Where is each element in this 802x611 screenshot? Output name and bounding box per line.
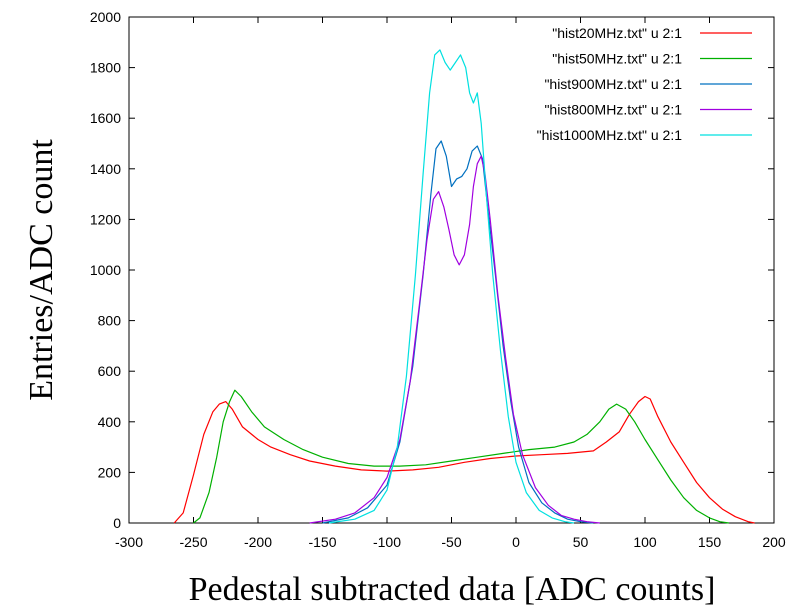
y-tick-label: 1200 (90, 211, 121, 227)
x-tick-label: 100 (633, 534, 657, 550)
legend: "hist20MHz.txt" u 2:1 "hist50MHz.txt" u 2… (537, 25, 752, 143)
legend-label-4: "hist1000MHz.txt" u 2:1 (537, 127, 683, 143)
y-axis-label: Entries/ADC count (23, 139, 60, 401)
x-tick-label: 0 (512, 534, 520, 550)
series-line-3 (309, 155, 600, 524)
plot-frame (128, 16, 775, 524)
x-tick-label: 50 (573, 534, 589, 550)
series-line-0 (173, 395, 755, 524)
x-tick-label: -100 (373, 534, 401, 550)
axis-ticks: -300 -250 -200 -150 -100 -50 0 50 100 150 20002004… (90, 9, 786, 550)
x-tick-label: 200 (762, 534, 786, 550)
legend-label-0: "hist20MHz.txt" u 2:1 (552, 25, 682, 41)
legend-label-3: "hist800MHz.txt" u 2:1 (544, 102, 682, 118)
y-tick-label: 200 (98, 464, 122, 480)
y-tick-label: 1000 (90, 262, 121, 278)
legend-label-1: "hist50MHz.txt" u 2:1 (552, 51, 682, 67)
x-tick-label: 150 (698, 534, 722, 550)
y-tick-label: 800 (98, 313, 122, 329)
y-tick-label: 1800 (90, 60, 121, 76)
series-layer (173, 49, 755, 524)
y-tick-label: 2000 (90, 9, 121, 25)
y-tick-label: 600 (98, 363, 122, 379)
y-tick-label: 1400 (90, 161, 121, 177)
y-tick-label: 0 (113, 515, 121, 531)
x-tick-label: -200 (244, 534, 272, 550)
x-tick-label: -300 (115, 534, 143, 550)
series-line-2 (322, 140, 594, 524)
y-tick-label: 1600 (90, 110, 121, 126)
y-tick-label: 400 (98, 414, 122, 430)
x-tick-label: -50 (441, 534, 461, 550)
x-axis-label: Pedestal subtracted data [ADC counts] (189, 571, 716, 608)
series-line-1 (193, 389, 729, 524)
legend-label-2: "hist900MHz.txt" u 2:1 (544, 76, 682, 92)
series-line-4 (328, 49, 575, 524)
x-tick-label: -150 (308, 534, 336, 550)
x-tick-label: -250 (179, 534, 207, 550)
